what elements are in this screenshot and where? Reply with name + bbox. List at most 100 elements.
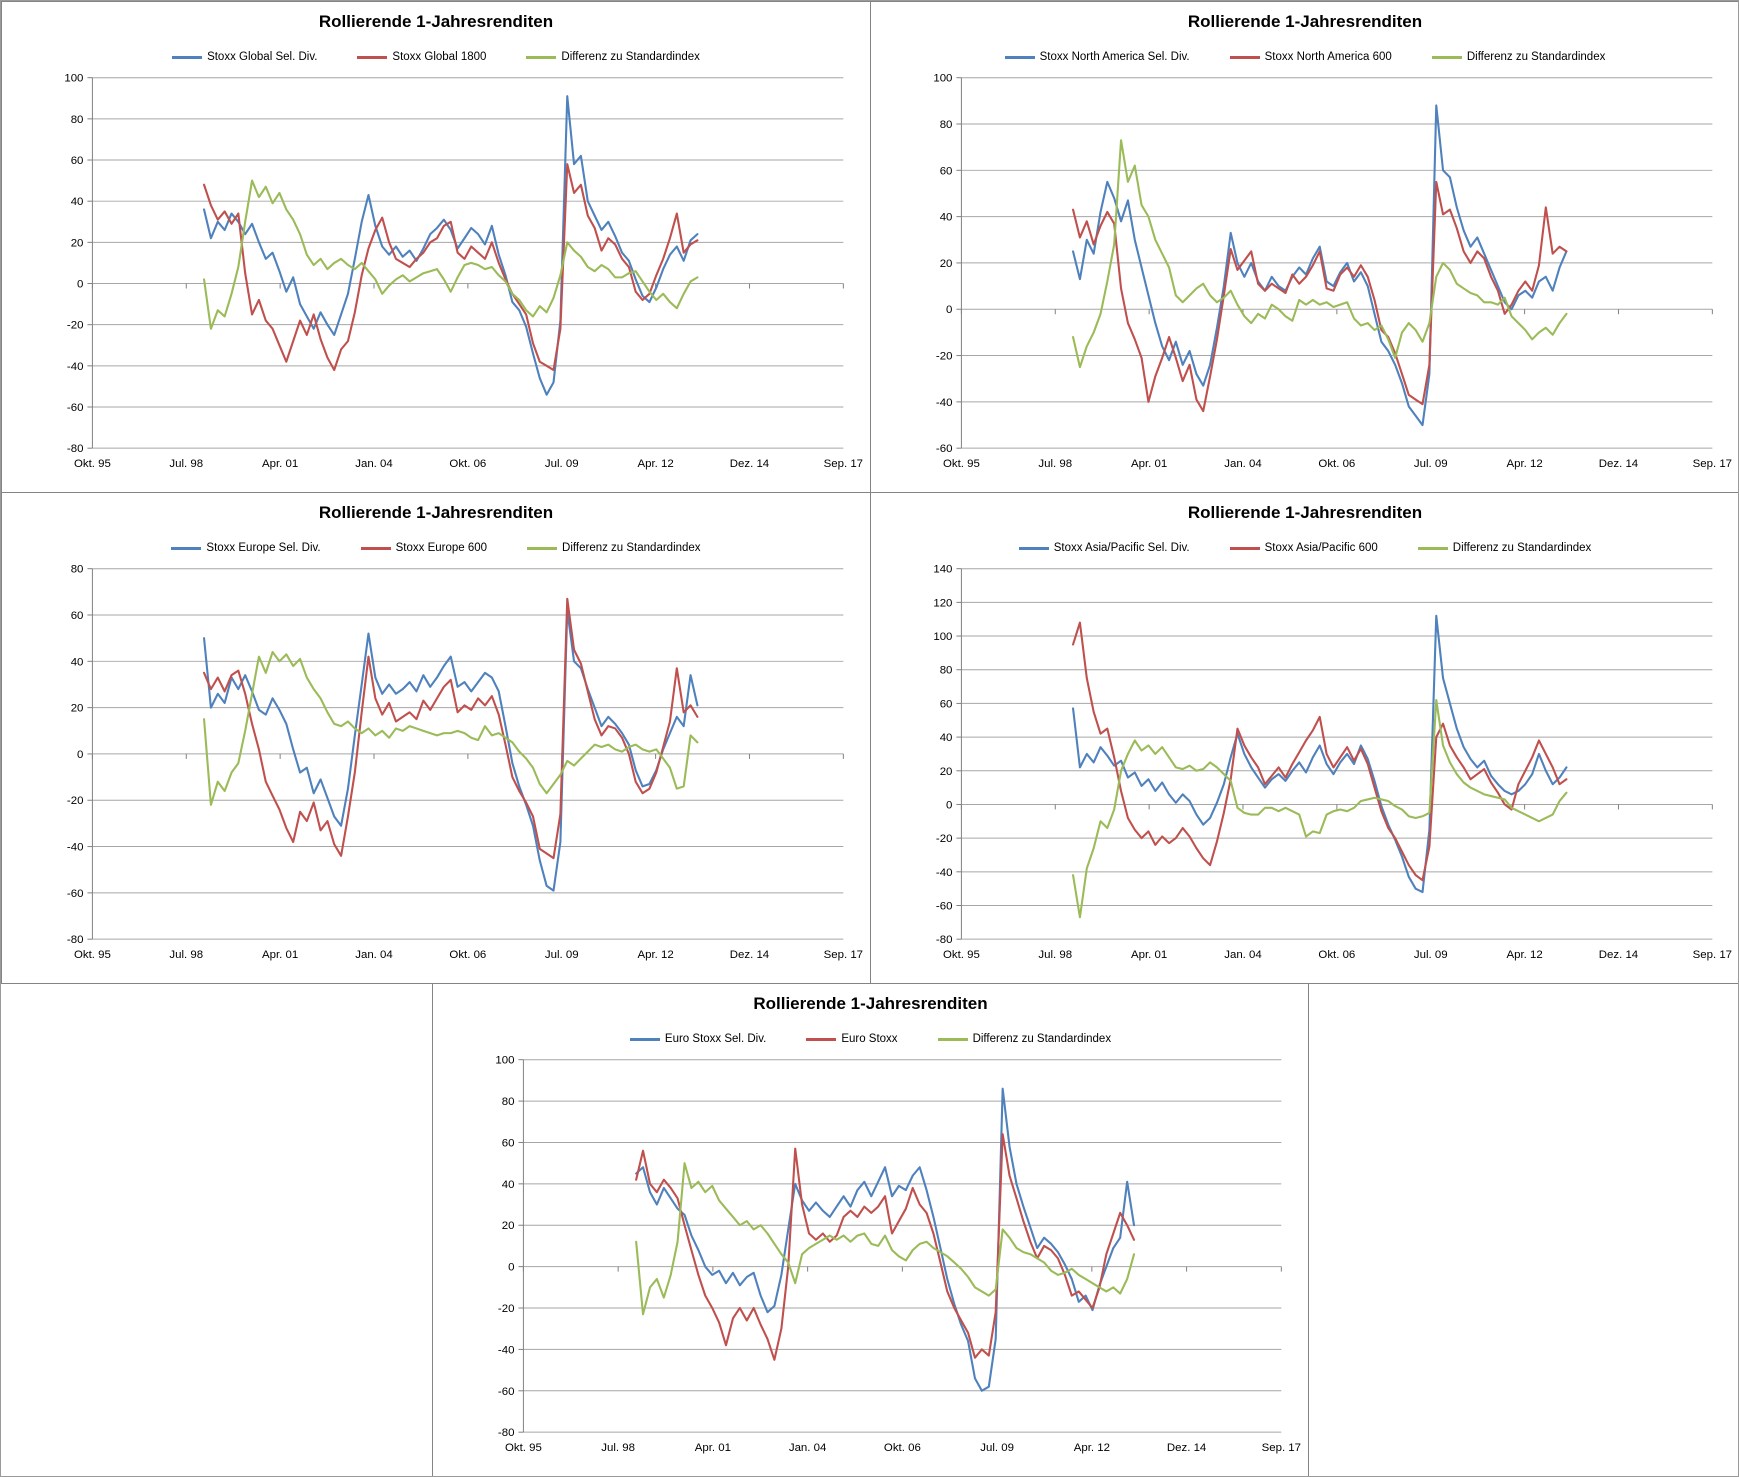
- x-axis-label: Apr. 01: [262, 949, 298, 961]
- legend-line-red-icon: [1229, 55, 1260, 59]
- legend-label: Stoxx Europe 600: [395, 542, 488, 554]
- y-axis-label: -40: [67, 842, 84, 854]
- legend: Stoxx Asia/Pacific Sel. Div. Stoxx Asia/…: [871, 542, 1738, 554]
- y-axis-label: 100: [933, 631, 952, 643]
- y-axis-label: 0: [77, 279, 83, 291]
- legend-line-green-icon: [937, 1037, 968, 1041]
- x-axis-label: Dez. 14: [1599, 949, 1639, 961]
- legend: Euro Stoxx Sel. Div. Euro Stoxx Differen…: [433, 1033, 1308, 1045]
- series-line-0: [1072, 614, 1568, 894]
- series-line-1: [1072, 180, 1568, 413]
- legend-line-blue-icon: [1004, 55, 1035, 59]
- y-axis-label: -40: [936, 397, 953, 409]
- legend-line-blue-icon: [171, 546, 202, 550]
- legend-label: Stoxx North America Sel. Div.: [1039, 51, 1190, 63]
- y-axis-label: -60: [498, 1386, 515, 1398]
- x-axis-label: Dez. 14: [730, 949, 770, 961]
- x-axis-label: Apr. 12: [1506, 949, 1542, 961]
- x-axis-label: Apr. 12: [637, 949, 673, 961]
- x-axis-label: Jul. 09: [545, 458, 579, 470]
- legend-item: Stoxx Europe Sel. Div.: [171, 542, 321, 554]
- x-axis-label: Okt. 06: [1318, 458, 1355, 470]
- x-axis-label: Jul. 09: [1414, 949, 1448, 961]
- x-axis-label: Apr. 12: [1506, 458, 1542, 470]
- y-axis-label: 20: [71, 703, 84, 715]
- y-axis-label: -80: [936, 934, 953, 946]
- legend-label: Differenz zu Standardindex: [1452, 542, 1592, 554]
- y-axis-label: 60: [502, 1137, 515, 1149]
- plot-area: -60 -40 -20 0 20 40 60 80 100 Okt. 95 Jul. 98 Apr. …: [933, 73, 1732, 470]
- x-axis-label: Jul. 09: [1414, 458, 1448, 470]
- plot-area: -80 -60 -40 -20 0 20 40 60 80 100 Okt. 95 Jul. 98 Ap…: [64, 73, 863, 470]
- legend-label: Stoxx Asia/Pacific Sel. Div.: [1053, 542, 1190, 554]
- legend-line-green-icon: [1431, 55, 1462, 59]
- series-line-0: [203, 95, 699, 396]
- y-axis-label: 20: [940, 766, 953, 778]
- y-axis-label: 20: [502, 1220, 515, 1232]
- x-axis-label: Jul. 09: [545, 949, 579, 961]
- x-axis-label: Apr. 12: [637, 458, 673, 470]
- legend-item: Stoxx Asia/Pacific Sel. Div.: [1018, 542, 1190, 554]
- y-axis-label: 80: [502, 1096, 515, 1108]
- legend-label: Stoxx Asia/Pacific 600: [1264, 542, 1378, 554]
- series-line-0: [635, 1087, 1136, 1392]
- series-line-2: [635, 1162, 1136, 1316]
- y-axis-label: 80: [940, 119, 953, 131]
- chart-title: Rollierende 1-Jahresrenditen: [1187, 12, 1423, 31]
- y-axis-label: 40: [71, 656, 84, 668]
- series-line-0: [203, 609, 699, 892]
- y-axis-label: 120: [933, 597, 952, 609]
- y-axis-label: 40: [502, 1179, 515, 1191]
- y-axis-label: -60: [936, 443, 953, 455]
- legend-label: Stoxx Global Sel. Div.: [207, 51, 318, 63]
- y-axis-label: 40: [940, 732, 953, 744]
- legend-item: Differenz zu Standardindex: [526, 51, 700, 63]
- legend-line-green-icon: [1417, 546, 1448, 550]
- series-line-2: [1072, 699, 1568, 919]
- legend-item: Differenz zu Standardindex: [937, 1033, 1111, 1045]
- y-axis-label: -80: [498, 1427, 515, 1439]
- y-axis-label: -80: [67, 934, 84, 946]
- legend-line-red-icon: [806, 1037, 837, 1041]
- chart-europe: Rollierende 1-Jahresrenditen Stoxx Europ…: [1, 492, 871, 984]
- chart-north-america: Rollierende 1-Jahresrenditen Stoxx North…: [870, 1, 1738, 493]
- x-axis-label: Apr. 12: [1074, 1442, 1110, 1454]
- legend-line-blue-icon: [172, 55, 203, 59]
- x-axis-label: Okt. 06: [884, 1442, 921, 1454]
- y-axis-label: 20: [71, 237, 84, 249]
- x-axis-label: Jul. 98: [169, 949, 203, 961]
- y-axis-label: -20: [67, 320, 84, 332]
- x-axis-label: Sep. 17: [1693, 949, 1732, 961]
- legend-label: Stoxx Global 1800: [392, 51, 487, 63]
- x-axis-label: Okt. 06: [449, 949, 486, 961]
- x-axis-label: Jan. 04: [1224, 949, 1262, 961]
- series-line-1: [1072, 621, 1568, 882]
- legend-item: Stoxx North America Sel. Div.: [1004, 51, 1190, 63]
- plot-area: -80 -60 -40 -20 0 20 40 60 80 100 Okt. 95 Jul. 98 Ap…: [495, 1055, 1301, 1454]
- legend-item: Stoxx Asia/Pacific 600: [1229, 542, 1378, 554]
- y-axis-label: 100: [495, 1055, 514, 1067]
- y-axis-label: 0: [946, 304, 952, 316]
- chart-title: Rollierende 1-Jahresrenditen: [318, 12, 554, 31]
- y-axis-label: -60: [936, 900, 953, 912]
- y-axis-label: 0: [946, 799, 952, 811]
- legend-line-red-icon: [1229, 546, 1260, 550]
- x-axis-label: Okt. 06: [1318, 949, 1355, 961]
- series-line-0: [1072, 104, 1568, 427]
- x-axis-label: Sep. 17: [1693, 458, 1732, 470]
- series-line-2: [1072, 139, 1568, 369]
- chart-asia-pacific: Rollierende 1-Jahresrenditen Stoxx Asia/…: [870, 492, 1738, 984]
- y-axis-label: -20: [67, 795, 84, 807]
- legend-line-red-icon: [360, 546, 391, 550]
- y-axis-label: -20: [936, 351, 953, 363]
- legend: Stoxx Global Sel. Div. Stoxx Global 1800…: [2, 51, 870, 63]
- legend-item: Stoxx Global 1800: [357, 51, 486, 63]
- x-axis-label: Jul. 98: [1038, 458, 1072, 470]
- y-axis-label: -80: [67, 443, 84, 455]
- x-axis-label: Jan. 04: [355, 949, 393, 961]
- legend-label: Differenz zu Standardindex: [1466, 51, 1606, 63]
- legend-label: Differenz zu Standardindex: [562, 542, 701, 554]
- y-axis-label: -60: [67, 888, 84, 900]
- y-axis-label: 0: [77, 749, 83, 761]
